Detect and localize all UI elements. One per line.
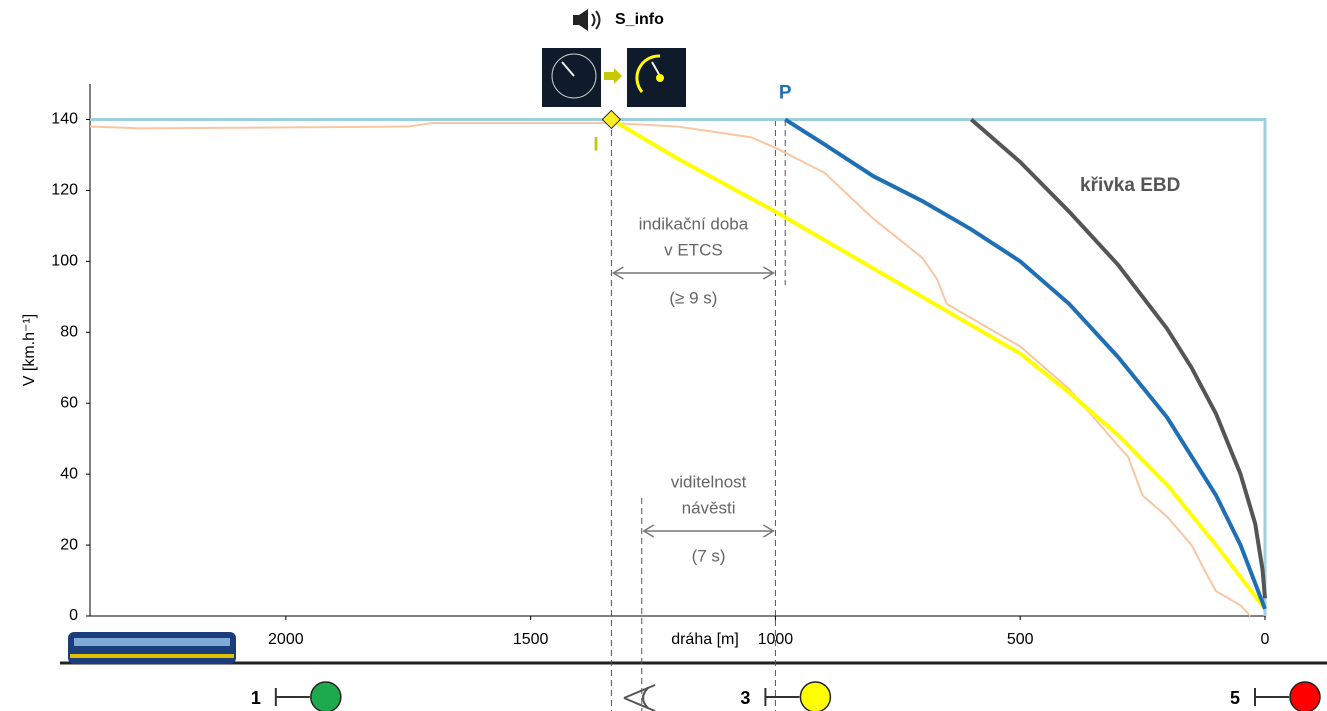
marker-label: I — [593, 134, 598, 155]
y-tick-label: 60 — [60, 394, 78, 411]
curve-label: křivka EBD — [1080, 175, 1180, 196]
audio-label: S_info — [615, 11, 664, 28]
train-icon — [68, 632, 236, 664]
y-tick-label: 40 — [60, 465, 78, 482]
signal-post — [765, 688, 799, 706]
y-tick-label: 0 — [69, 607, 78, 624]
x-tick-label: 1500 — [513, 631, 549, 648]
series-line — [785, 119, 1265, 608]
signal-label: 1 — [251, 688, 261, 708]
span-note: (≥ 9 s) — [669, 288, 717, 307]
span-label: v ETCS — [664, 240, 723, 259]
signal-light — [1290, 682, 1320, 711]
signal-label: 5 — [1230, 688, 1240, 708]
signal-light — [311, 682, 341, 711]
span-note: (7 s) — [692, 546, 726, 565]
x-tick-label: 0 — [1261, 631, 1270, 648]
y-tick-label: 80 — [60, 323, 78, 340]
span-label: indikační doba — [639, 214, 749, 233]
y-tick-label: 100 — [51, 253, 78, 270]
y-axis-title: V [km.h⁻¹] — [21, 314, 38, 386]
signal-post — [1255, 688, 1289, 706]
signal-post — [276, 688, 310, 706]
y-tick-label: 20 — [60, 536, 78, 553]
x-tick-label: 500 — [1007, 631, 1034, 648]
signal-light — [800, 682, 830, 711]
span-label: viditelnost — [671, 472, 747, 491]
y-tick-label: 140 — [51, 111, 78, 128]
x-tick-label: 2000 — [268, 631, 304, 648]
series-line — [90, 123, 1250, 616]
y-tick-label: 120 — [51, 182, 78, 199]
marker-label: P — [779, 82, 792, 103]
eye-icon — [624, 685, 655, 711]
x-axis-title: dráha [m] — [671, 631, 739, 648]
signal-label: 3 — [740, 688, 750, 708]
chart: dráha [m] V [km.h⁻¹] S_info křivka EBD 0… — [0, 0, 1327, 711]
dmi-icons — [542, 48, 686, 107]
span-label: návěsti — [682, 498, 736, 517]
marker — [602, 110, 620, 128]
speaker-icon — [573, 9, 600, 31]
